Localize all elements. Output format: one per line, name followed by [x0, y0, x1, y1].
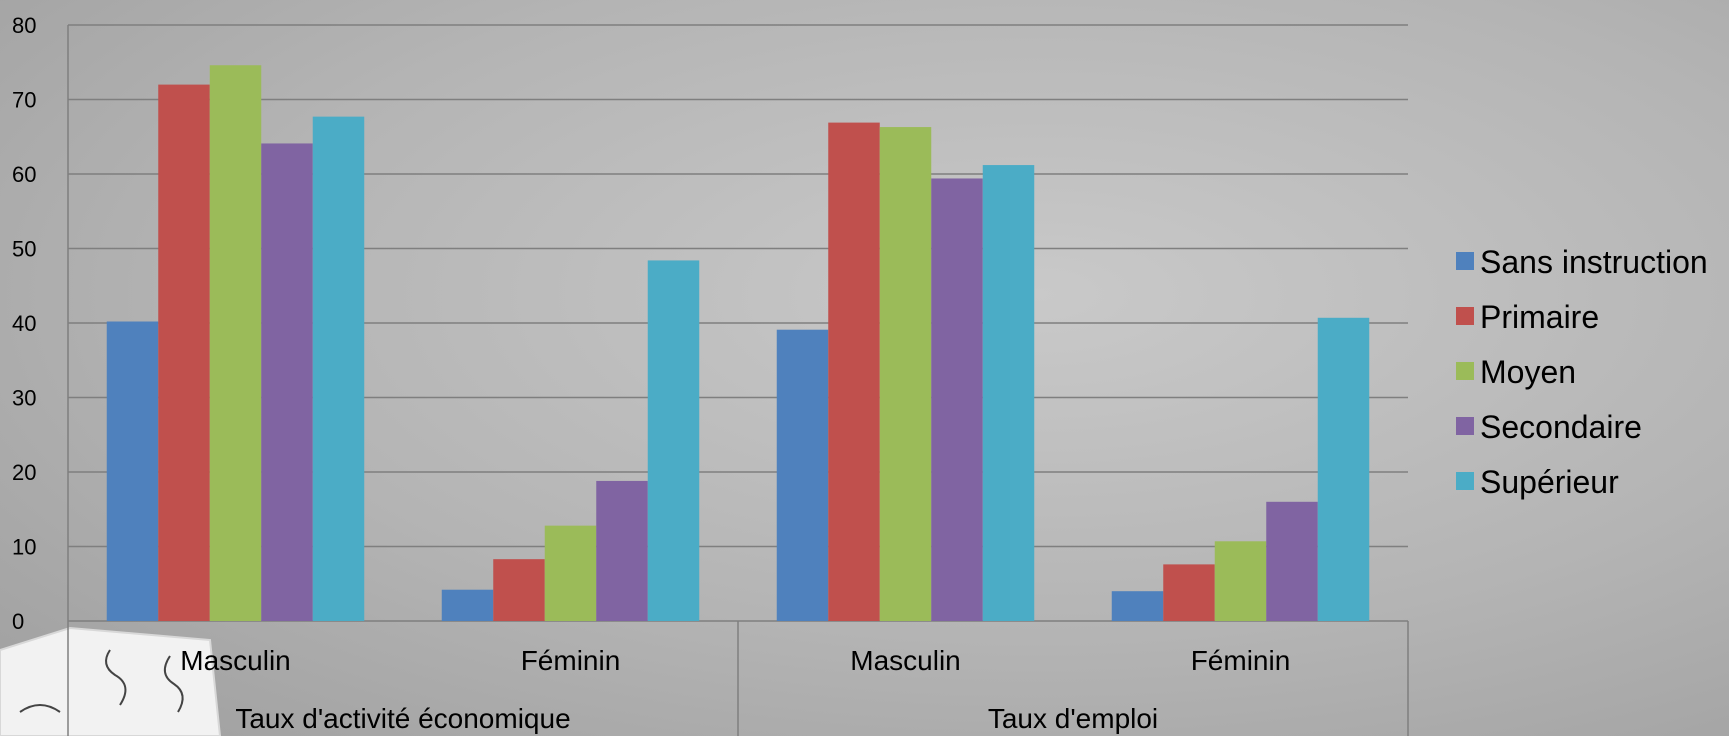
bar-primaire: [1163, 564, 1215, 621]
bar-supérieur: [982, 165, 1035, 621]
y-tick-label: 80: [12, 13, 36, 38]
legend-label: Supérieur: [1480, 464, 1619, 500]
y-tick-label: 40: [12, 311, 36, 336]
y-tick-label: 70: [12, 88, 36, 113]
y-tick-label: 30: [12, 386, 36, 411]
y-tick-label: 10: [12, 535, 36, 560]
y-tick-label: 50: [12, 237, 36, 262]
legend-swatch: [1456, 472, 1474, 490]
x-group-label: Taux d'activité économique: [235, 703, 570, 734]
legend-swatch: [1456, 252, 1474, 270]
bar-supérieur: [1317, 317, 1370, 621]
bar-moyen: [544, 525, 597, 621]
bar-moyen: [209, 65, 262, 622]
bar-primaire: [493, 559, 545, 621]
x-category-label: Masculin: [180, 645, 290, 676]
bar-moyen: [879, 127, 932, 621]
y-tick-label: 20: [12, 460, 36, 485]
bars: [106, 65, 1370, 622]
x-axis: Masculin Féminin Masculin Féminin Taux d'act…: [180, 621, 1409, 736]
legend-swatch: [1456, 307, 1474, 325]
legend: Sans instruction Primaire Moyen Secondaire S…: [1456, 244, 1708, 500]
x-category-label: Féminin: [1191, 645, 1291, 676]
bar-primaire: [158, 84, 210, 622]
bar-sans-instruction: [106, 321, 159, 621]
bar-secondaire: [261, 143, 313, 621]
bar-secondaire: [931, 178, 983, 621]
legend-label: Sans instruction: [1480, 244, 1708, 280]
legend-swatch: [1456, 362, 1474, 380]
legend-label: Primaire: [1480, 299, 1599, 335]
bar-secondaire: [596, 480, 648, 621]
y-tick-label: 60: [12, 162, 36, 187]
legend-label: Moyen: [1480, 354, 1576, 390]
bar-secondaire: [1266, 501, 1318, 621]
puzzle-decoration-icon: [0, 626, 222, 736]
bar-supérieur: [647, 260, 700, 621]
bar-primaire: [828, 122, 880, 621]
bar-sans-instruction: [441, 589, 494, 621]
x-category-label: Féminin: [521, 645, 621, 676]
bar-moyen: [1214, 541, 1267, 621]
x-group-label: Taux d'emploi: [988, 703, 1158, 734]
bar-sans-instruction: [776, 329, 829, 621]
y-tick-label: 0: [12, 609, 24, 634]
y-axis: 0 10 20 30 40 50 60 70 80: [12, 13, 69, 736]
x-category-label: Masculin: [850, 645, 960, 676]
bar-supérieur: [312, 116, 365, 621]
bar-sans-instruction: [1111, 591, 1164, 621]
legend-swatch: [1456, 417, 1474, 435]
legend-label: Secondaire: [1480, 409, 1642, 445]
